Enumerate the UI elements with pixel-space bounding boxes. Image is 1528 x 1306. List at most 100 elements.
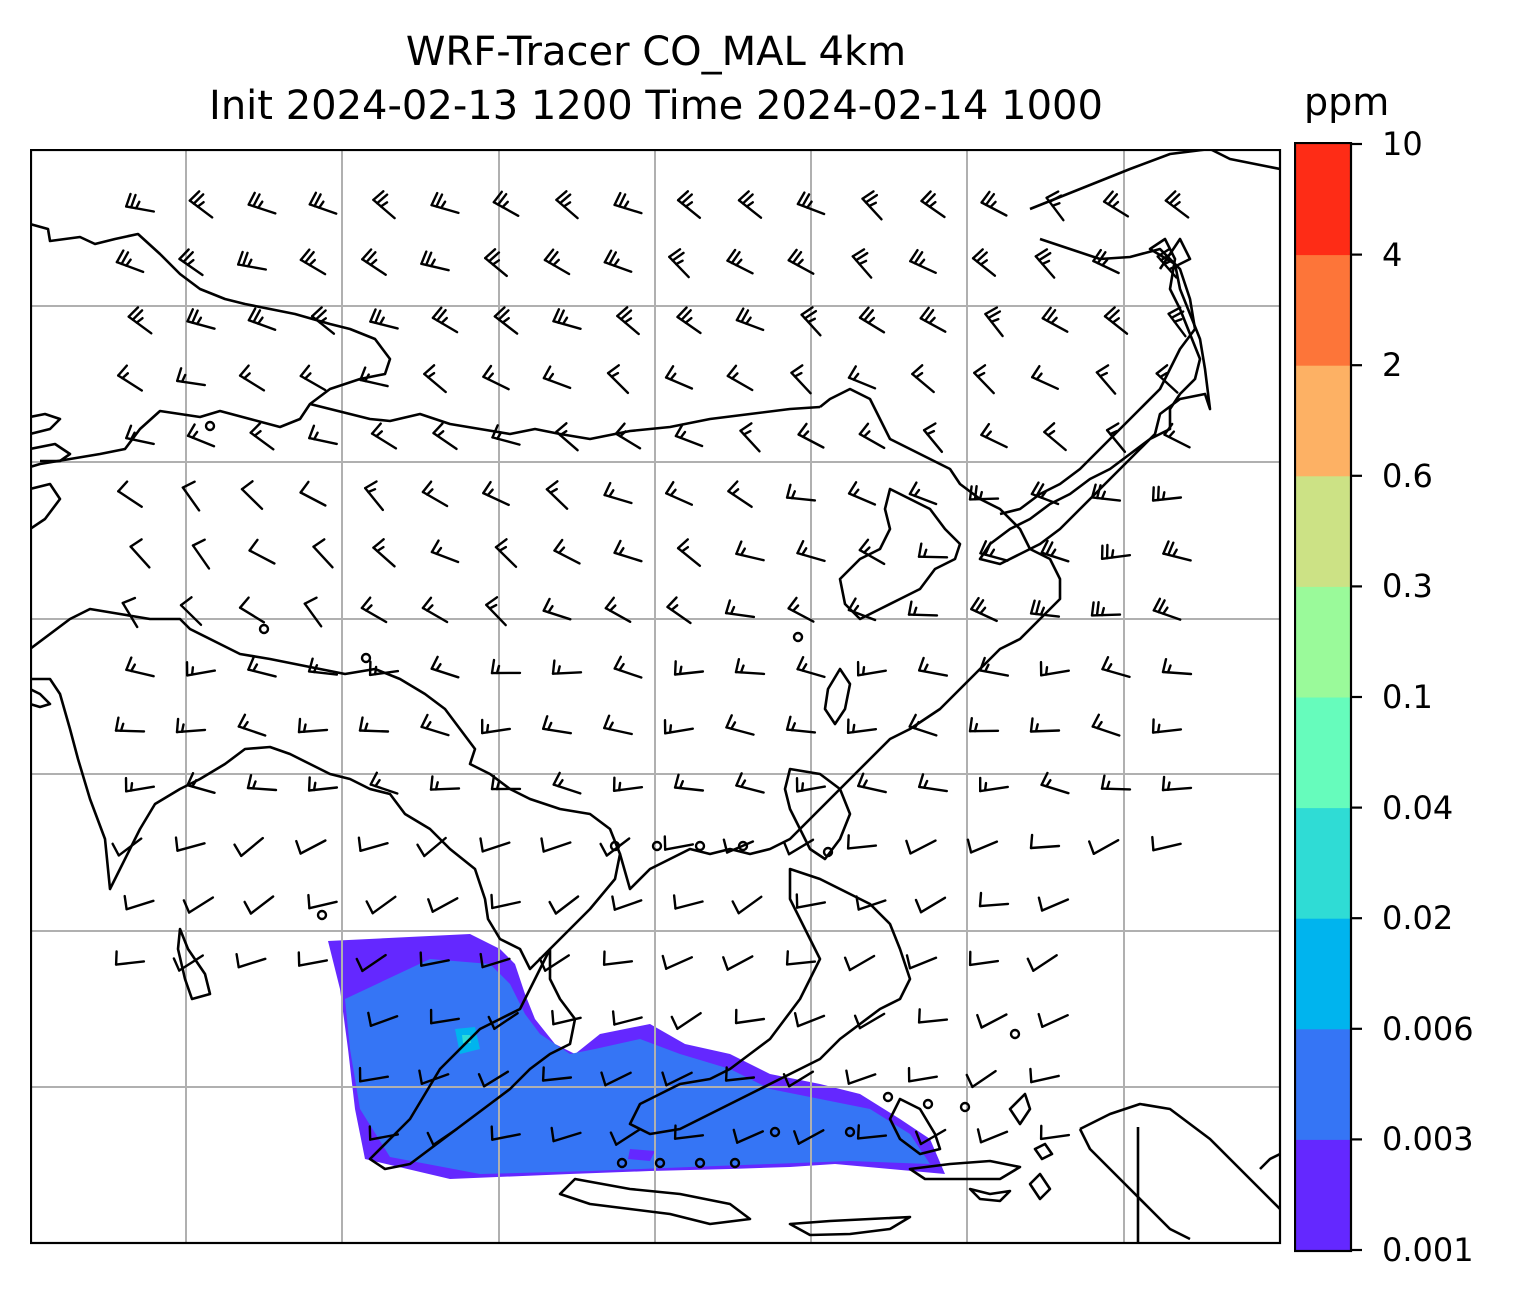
wind-barb: [978, 891, 1010, 908]
wind-barb: [125, 424, 155, 446]
wind-barb: [787, 248, 815, 275]
wind-barb: [1167, 306, 1187, 338]
wind-barb: [490, 893, 521, 910]
wind-barb: [725, 714, 755, 736]
wind-barb: [973, 364, 995, 395]
wind-barb: [782, 838, 815, 856]
wind-barb: [481, 718, 511, 735]
wind-barb: [236, 250, 268, 271]
tracer-field: [328, 934, 945, 1179]
wind-barb: [1152, 597, 1182, 621]
wind-barb: [247, 656, 277, 678]
calm-wind-marker: [844, 1126, 856, 1138]
wind-barb: [858, 538, 886, 566]
wind-barb: [432, 422, 458, 451]
wind-barb: [246, 774, 278, 792]
wind-barb: [540, 837, 572, 853]
wind-barb: [795, 777, 826, 793]
wind-barb: [420, 250, 450, 272]
wind-barb: [248, 538, 276, 565]
wind-barb: [911, 364, 935, 394]
colorbar-band-8: [1296, 254, 1350, 366]
wind-barb: [735, 307, 765, 332]
wind-barb: [542, 365, 572, 390]
wind-barb: [606, 364, 630, 395]
map-frame: [30, 149, 1282, 1245]
wind-barb: [908, 713, 938, 737]
wind-barb: [485, 596, 507, 627]
calm-wind-marker: [737, 840, 749, 852]
wind-barb: [670, 1012, 702, 1030]
wind-barb: [855, 895, 887, 911]
colorbar-band-4: [1296, 697, 1350, 809]
wind-barb: [613, 539, 643, 563]
wind-barb: [663, 719, 694, 735]
wind-barb: [114, 716, 146, 733]
wind-barb: [980, 422, 1008, 449]
calm-wind-marker: [609, 840, 621, 852]
wind-barb: [368, 660, 400, 677]
wind-barb: [724, 1066, 756, 1082]
wind-barb: [858, 422, 886, 450]
wind-barb: [367, 1011, 399, 1027]
wind-barb: [734, 658, 766, 676]
wind-barb: [1100, 543, 1132, 560]
wind-barb: [1162, 540, 1192, 562]
wind-barb: [431, 306, 459, 334]
wind-barb: [114, 950, 146, 966]
wind-barb: [731, 895, 763, 915]
wind-barb: [548, 895, 580, 915]
wind-barb: [1029, 599, 1061, 618]
calm-wind-marker: [316, 909, 328, 921]
wind-barb: [674, 423, 704, 448]
colorbar-tick-label: 0.3: [1382, 567, 1433, 606]
colorbar-tick-label: 4: [1382, 235, 1403, 274]
wind-barb: [423, 364, 447, 394]
wind-barb: [851, 248, 873, 279]
calm-wind-marker: [360, 652, 372, 664]
wind-barb: [430, 539, 460, 564]
wind-barb: [247, 191, 277, 215]
colorbar-band-3: [1296, 807, 1350, 919]
wind-barb: [914, 896, 947, 914]
gridlines: [30, 149, 1280, 1243]
wind-barb: [726, 248, 754, 275]
wind-barb: [979, 776, 1009, 793]
wind-barb: [355, 953, 387, 973]
wind-barb: [370, 422, 398, 450]
wind-barb: [922, 422, 944, 453]
wind-barb: [919, 306, 947, 333]
wind-barb: [861, 190, 883, 221]
wind-barb: [847, 597, 877, 622]
wind-barb: [185, 661, 217, 677]
map-panel: [30, 149, 1282, 1245]
wind-barb: [732, 1128, 764, 1144]
wind-barb: [186, 423, 216, 448]
wind-barb: [722, 955, 754, 971]
wind-barb: [364, 480, 384, 512]
wind-barb: [790, 364, 812, 395]
colorbar-tick-label: 0.001: [1382, 1231, 1474, 1269]
colorbar-tick-label: 0.003: [1382, 1120, 1474, 1159]
wind-barb: [856, 660, 887, 677]
wind-barb: [603, 481, 633, 505]
wind-barb: [1151, 835, 1182, 852]
wind-barb: [1091, 713, 1121, 737]
wind-barb: [1037, 896, 1070, 912]
wind-barb: [111, 837, 143, 857]
wind-barb: [299, 364, 327, 392]
wind-barb: [1031, 364, 1060, 391]
colorbar-band-5: [1296, 586, 1350, 698]
wind-barb: [237, 713, 267, 737]
wind-barb: [920, 190, 946, 219]
wind-barb: [369, 308, 399, 330]
wind-barb: [297, 717, 329, 734]
wind-barb: [609, 1128, 641, 1146]
wind-barb: [856, 1124, 888, 1140]
wind-barb: [308, 191, 338, 215]
wind-barb: [979, 540, 1009, 562]
colorbar-tick-label: 10: [1382, 125, 1423, 163]
wind-barb: [479, 837, 511, 853]
wind-barb: [785, 715, 817, 734]
wind-barb: [1102, 190, 1130, 218]
